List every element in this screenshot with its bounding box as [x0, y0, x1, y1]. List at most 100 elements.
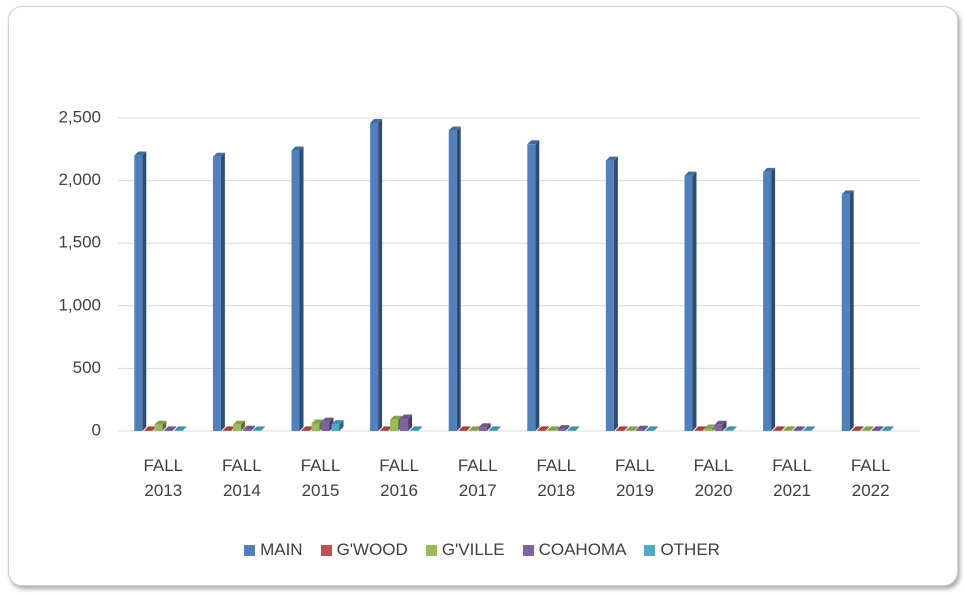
bar: [605, 160, 614, 431]
bar-top: [605, 156, 618, 161]
bar: [380, 430, 389, 431]
x-tick-label: FALL 2019: [615, 456, 655, 500]
bar: [704, 428, 713, 431]
bar-side: [722, 420, 727, 431]
bar-top: [851, 426, 864, 431]
bar-top: [881, 426, 894, 431]
bar: [537, 430, 546, 431]
bar-top: [861, 426, 874, 431]
bar-top: [252, 426, 265, 431]
bar-top: [547, 426, 560, 431]
x-tick-label: FALL 2018: [536, 456, 577, 500]
bar: [763, 171, 772, 431]
bar-side: [859, 426, 864, 431]
bar-top: [468, 426, 481, 431]
bar-top: [232, 420, 245, 425]
bar-side: [879, 426, 884, 431]
bar: [773, 430, 782, 431]
bar-top: [212, 152, 225, 157]
legend-swatch: [522, 544, 534, 556]
bar-top: [615, 426, 628, 431]
bar: [232, 424, 241, 431]
bar-top: [222, 426, 235, 431]
bar-side: [653, 426, 658, 431]
bar-top: [567, 426, 580, 431]
bar: [174, 430, 183, 431]
y-tick-label: 1,500: [58, 233, 101, 252]
bar-top: [134, 151, 147, 156]
bar-top: [458, 426, 471, 431]
bar: [242, 429, 251, 431]
bar-side: [849, 190, 854, 431]
bar-top: [724, 426, 737, 431]
bar-side: [801, 426, 806, 431]
bar-side: [486, 423, 491, 431]
bar-top: [783, 426, 796, 431]
bar-side: [220, 152, 225, 431]
y-tick-label: 500: [73, 358, 101, 377]
bar: [321, 421, 330, 431]
bar-side: [466, 426, 471, 431]
bar-side: [250, 425, 255, 431]
bar-top: [871, 426, 884, 431]
bar-top: [645, 426, 658, 431]
bar: [527, 144, 536, 432]
bar: [557, 429, 566, 431]
bar: [841, 194, 850, 431]
bar: [468, 430, 477, 431]
bar-side: [692, 171, 697, 432]
legend-item: COAHOMA: [522, 540, 627, 560]
bar: [144, 430, 153, 431]
bar: [154, 424, 163, 431]
bar: [311, 423, 320, 431]
bar: [714, 424, 723, 431]
bar: [793, 430, 802, 431]
bar: [724, 430, 733, 431]
legend-label: MAIN: [260, 540, 303, 559]
bar-side: [555, 426, 560, 431]
legend-swatch: [644, 544, 656, 556]
bar: [615, 430, 624, 431]
legend-item: G'WOOD: [320, 540, 408, 560]
bar: [851, 430, 860, 431]
bar-top: [291, 146, 304, 151]
bar: [684, 175, 693, 431]
bar-top: [841, 190, 854, 195]
bar: [694, 430, 703, 431]
legend: MAIN G'WOOD G'VILLE COAHOMA OTHER: [0, 540, 964, 560]
x-tick-label: FALL 2016: [379, 456, 419, 500]
y-tick-label: 1,000: [58, 295, 101, 314]
bar-side: [496, 426, 501, 431]
bar-top: [321, 417, 334, 422]
bar-side: [565, 425, 570, 431]
bar: [370, 123, 379, 432]
bar-top: [301, 426, 314, 431]
bar-side: [172, 426, 177, 431]
bar-top: [331, 420, 344, 425]
chart-card: [8, 6, 958, 586]
bar: [871, 430, 880, 431]
bar-side: [781, 426, 786, 431]
bar: [301, 430, 310, 431]
bar: [252, 430, 261, 431]
bar-side: [545, 426, 550, 431]
legend-label: G'WOOD: [336, 540, 408, 559]
bar: [547, 430, 556, 431]
x-tick-label: FALL 2013: [143, 456, 184, 500]
bar-side: [162, 420, 167, 431]
bar-side: [643, 425, 648, 431]
bar-top: [448, 126, 461, 131]
bar-top: [557, 425, 570, 430]
bar: [212, 156, 221, 431]
bar: [645, 430, 654, 431]
bar-top: [803, 426, 816, 431]
legend-label: COAHOMA: [538, 540, 627, 559]
x-tick-label: FALL 2021: [772, 456, 812, 500]
bar: [478, 427, 487, 431]
bar-top: [684, 171, 697, 176]
bar: [567, 430, 576, 431]
bar-side: [869, 426, 874, 431]
bar: [803, 430, 812, 431]
x-tick-label: FALL 2017: [457, 456, 498, 500]
